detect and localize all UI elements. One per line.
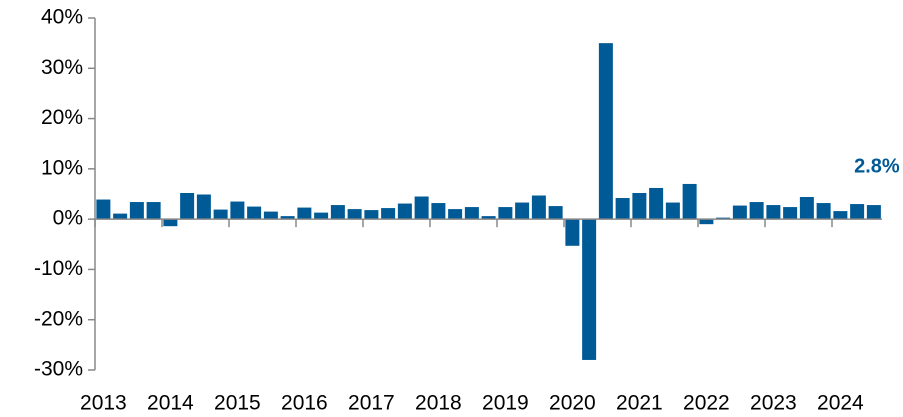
bar bbox=[531, 195, 546, 220]
x-tick-label: 2014 bbox=[147, 392, 194, 415]
bar bbox=[314, 212, 329, 220]
bar bbox=[213, 209, 228, 220]
bar bbox=[816, 203, 831, 220]
value-label: 2.8% bbox=[854, 155, 900, 177]
bar bbox=[230, 201, 245, 220]
bar bbox=[783, 207, 798, 220]
bar bbox=[347, 209, 362, 220]
y-tick-label: 0% bbox=[53, 207, 83, 230]
x-tick-label: 2016 bbox=[281, 392, 328, 415]
y-tick-label: -20% bbox=[34, 307, 83, 330]
bar bbox=[716, 217, 731, 220]
x-tick-label: 2018 bbox=[415, 392, 462, 415]
bar bbox=[833, 211, 848, 220]
bar bbox=[180, 192, 195, 220]
x-tick-label: 2022 bbox=[683, 392, 730, 415]
x-tick-label: 2021 bbox=[616, 392, 663, 415]
bar bbox=[129, 202, 144, 220]
x-tick-label: 2024 bbox=[817, 392, 864, 415]
bar bbox=[330, 205, 345, 220]
bar bbox=[665, 202, 680, 220]
x-tick-label: 2013 bbox=[80, 392, 127, 415]
bar bbox=[448, 209, 463, 220]
bar bbox=[146, 202, 161, 220]
bar bbox=[699, 219, 714, 225]
bar bbox=[464, 207, 479, 220]
bar bbox=[632, 192, 647, 220]
bar bbox=[749, 202, 764, 220]
bar bbox=[799, 197, 814, 220]
bar bbox=[364, 210, 379, 220]
x-tick-label: 2020 bbox=[549, 392, 596, 415]
bar bbox=[163, 219, 178, 227]
bar bbox=[850, 204, 865, 220]
bar bbox=[548, 206, 563, 220]
bar bbox=[96, 199, 111, 220]
y-tick-label: 30% bbox=[41, 56, 83, 79]
bar bbox=[196, 194, 211, 220]
bar bbox=[381, 208, 396, 220]
bar bbox=[866, 205, 881, 220]
y-tick-label: 10% bbox=[41, 156, 83, 179]
bar bbox=[649, 187, 664, 220]
bar bbox=[766, 205, 781, 220]
bar bbox=[397, 203, 412, 220]
y-tick-label: 40% bbox=[41, 6, 83, 29]
bar bbox=[113, 213, 128, 220]
bar bbox=[280, 216, 295, 220]
bar bbox=[297, 207, 312, 220]
x-tick-label: 2019 bbox=[482, 392, 529, 415]
bar bbox=[565, 219, 580, 246]
bar bbox=[732, 205, 747, 220]
x-tick-label: 2015 bbox=[214, 392, 261, 415]
bar bbox=[481, 216, 496, 220]
bar bbox=[263, 211, 278, 220]
y-tick-label: -10% bbox=[34, 257, 83, 280]
x-tick-label: 2023 bbox=[750, 392, 797, 415]
y-tick-label: 20% bbox=[41, 106, 83, 129]
bar bbox=[598, 43, 613, 220]
bar bbox=[615, 198, 630, 220]
bar bbox=[431, 203, 446, 220]
bar bbox=[582, 219, 597, 360]
bar bbox=[515, 202, 530, 220]
x-tick-label: 2017 bbox=[348, 392, 395, 415]
bar bbox=[414, 196, 429, 220]
bar bbox=[247, 206, 262, 220]
y-tick-label: -30% bbox=[34, 358, 83, 381]
bar bbox=[498, 207, 513, 220]
bar bbox=[682, 183, 697, 220]
